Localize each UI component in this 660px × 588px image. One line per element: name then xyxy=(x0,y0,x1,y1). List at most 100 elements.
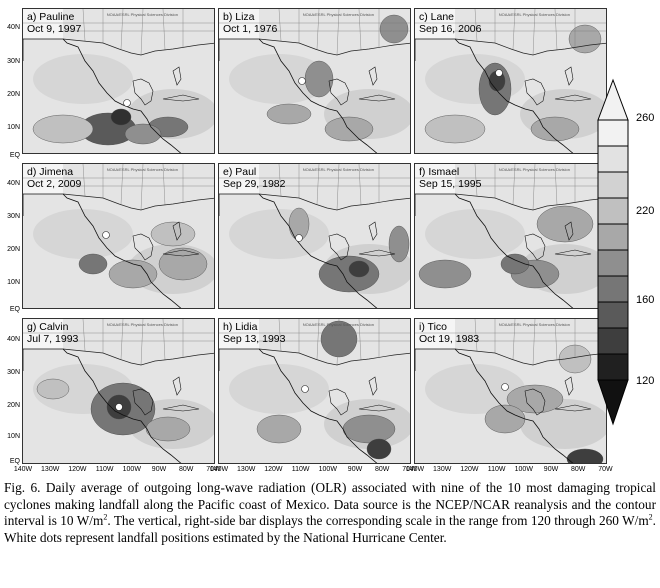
map-high-olr-region xyxy=(219,319,259,349)
lon-label: 70W xyxy=(206,466,221,473)
landfall-dot xyxy=(501,383,509,391)
map-coastline xyxy=(358,94,396,102)
map-olr-contour xyxy=(530,116,580,142)
lat-label: EQ xyxy=(9,458,20,465)
map-high-olr-region xyxy=(219,164,259,194)
lon-label: 70W xyxy=(402,466,417,473)
map-high-olr-region xyxy=(219,9,259,39)
map-coastline xyxy=(564,221,574,241)
lon-label: 140W xyxy=(405,466,425,473)
map-high-olr-region xyxy=(23,319,63,349)
lon-label: 80W xyxy=(570,466,586,473)
lat-label: 40N xyxy=(7,336,20,343)
colorbar xyxy=(597,78,629,426)
map-olr-contour xyxy=(418,259,472,289)
lon-label: 140W xyxy=(13,466,33,473)
lat-label: 20N xyxy=(7,91,20,98)
colorbar-segment xyxy=(597,301,629,329)
map-border xyxy=(454,193,606,211)
colorbar-segment xyxy=(597,145,629,173)
map-coastline xyxy=(554,94,592,102)
map-coastline xyxy=(132,233,154,261)
map-high-olr-region xyxy=(415,319,455,349)
map-border xyxy=(454,38,606,56)
lat-label: EQ xyxy=(9,152,20,159)
map-olr-contour xyxy=(33,209,133,259)
lon-label: 90W xyxy=(347,466,363,473)
storm-date: Oct 19, 1983 xyxy=(419,333,480,345)
olr-map xyxy=(415,319,606,463)
map-high-olr-region xyxy=(23,9,63,39)
credit-text: NOAA/ESRL Physical Sciences Division xyxy=(302,12,374,17)
lon-label: 110W xyxy=(291,466,310,473)
caption-part-2: . The vertical, right-side bar displays … xyxy=(107,513,649,529)
map-coastline xyxy=(415,38,574,153)
olr-map xyxy=(219,9,410,153)
map-border xyxy=(258,38,410,56)
caption-part-1: Fig. 6. Daily average of outgoing long-w… xyxy=(4,480,656,529)
map-olr-contour xyxy=(342,414,396,444)
map-olr-contour xyxy=(256,414,302,444)
lon-label: 110W xyxy=(95,466,114,473)
map-border xyxy=(258,348,410,366)
colorbar-arrow-top xyxy=(597,78,629,121)
storm-date: Sep 15, 1995 xyxy=(419,178,482,190)
map-coastline xyxy=(23,38,182,153)
map-coastline xyxy=(172,66,182,86)
map-coastline xyxy=(23,348,182,463)
colorbar-tick-label: 220 xyxy=(636,205,655,217)
olr-map xyxy=(415,9,606,153)
map-olr-contour xyxy=(145,416,191,442)
map-coastline xyxy=(219,193,378,308)
map-state-lines xyxy=(415,319,606,366)
lon-label: 80W xyxy=(178,466,194,473)
credit-text: NOAA/ESRL Physical Sciences Division xyxy=(106,12,178,17)
map-olr-contour xyxy=(229,209,329,259)
landfall-dot xyxy=(295,234,303,242)
credit-text: NOAA/ESRL Physical Sciences Division xyxy=(498,322,570,327)
panel-label: a) Pauline Oct 9, 1997 xyxy=(27,11,81,35)
storm-name: d) Jimena xyxy=(27,166,74,178)
lat-label: 20N xyxy=(7,246,20,253)
map-olr-contour xyxy=(229,364,329,414)
olr-map xyxy=(415,164,606,308)
colorbar-segment xyxy=(597,171,629,199)
map-olr-contour xyxy=(425,209,525,259)
map-coastline xyxy=(162,249,200,257)
lat-label: 40N xyxy=(7,24,20,31)
lon-label: 120W xyxy=(460,466,479,473)
map-olr-contour xyxy=(366,438,392,460)
map-coastline xyxy=(415,348,574,463)
map-olr-contour xyxy=(500,253,530,275)
lon-label: 140W xyxy=(209,466,229,473)
landfall-dot xyxy=(298,77,306,85)
map-coastline xyxy=(132,78,154,106)
map-coastline xyxy=(524,78,546,106)
map-state-lines xyxy=(23,319,214,366)
caption-superscript: 2 xyxy=(648,512,653,522)
lon-label: 90W xyxy=(151,466,167,473)
map-olr-contour xyxy=(32,114,94,144)
map-olr-contour xyxy=(124,123,162,145)
map-coastline xyxy=(368,221,378,241)
map-olr-contour xyxy=(150,221,196,247)
map-olr-contour xyxy=(424,114,486,144)
storm-date: Oct 1, 1976 xyxy=(223,23,278,35)
map-coastline xyxy=(219,348,378,463)
caption-superscript: 2 xyxy=(103,512,108,522)
map-coastline xyxy=(524,388,546,416)
lon-label: 90W xyxy=(543,466,559,473)
map-state-lines xyxy=(23,164,214,211)
storm-name: g) Calvin xyxy=(27,321,69,333)
map-coastline xyxy=(415,193,574,308)
lon-label: 100W xyxy=(318,466,337,473)
map-coastline xyxy=(219,38,378,153)
landfall-dot xyxy=(102,231,110,239)
caption-part-3: . White dots represent landfall position… xyxy=(4,513,656,545)
map-coastline xyxy=(132,388,154,416)
map-olr-contour xyxy=(304,60,334,98)
map-olr-contour xyxy=(36,378,70,400)
map-panel-h: h) Lidia Sep 13, 1993 NOAA/ESRL Physical S… xyxy=(218,318,411,464)
panel-label: f) Ismael Sep 15, 1995 xyxy=(419,166,481,190)
olr-map xyxy=(219,164,410,308)
